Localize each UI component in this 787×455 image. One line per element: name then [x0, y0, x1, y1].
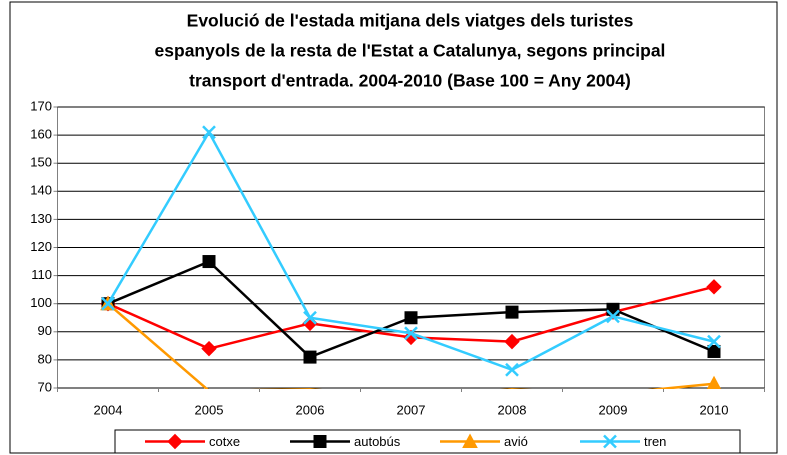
y-tick-label: 170 — [30, 98, 52, 113]
y-tick-label: 80 — [38, 351, 52, 366]
y-tick-label: 130 — [30, 211, 52, 226]
legend-label: autobús — [354, 434, 401, 449]
x-tick-label: 2009 — [599, 402, 628, 417]
marker — [202, 255, 216, 269]
legend — [114, 429, 741, 454]
marker — [201, 340, 217, 357]
chart-title: Evolució de l'estada mitjana dels viatge… — [187, 11, 634, 31]
y-tick-label: 110 — [31, 267, 52, 282]
marker — [707, 344, 721, 358]
legend-label: avió — [504, 434, 528, 449]
x-tick-label: 2007 — [397, 402, 426, 417]
x-tick-label: 2006 — [296, 402, 325, 417]
chart-title: espanyols de la resta de l'Estat a Catal… — [155, 41, 666, 61]
y-tick-label: 160 — [30, 127, 52, 142]
marker — [101, 296, 115, 311]
legend-marker — [462, 433, 478, 448]
series-group — [100, 125, 722, 389]
marker — [505, 362, 519, 377]
marker — [505, 305, 519, 319]
marker — [303, 310, 317, 325]
marker — [404, 326, 418, 341]
x-tick-label: 2005 — [195, 402, 224, 417]
marker — [706, 279, 722, 295]
chart-border — [9, 1, 778, 454]
legend-label: cotxe — [209, 434, 240, 449]
legend-marker — [167, 433, 183, 450]
marker — [202, 125, 216, 140]
marker — [706, 375, 722, 389]
legend-marker — [313, 435, 327, 448]
marker — [504, 333, 520, 350]
marker — [707, 334, 721, 349]
marker — [606, 309, 620, 324]
y-tick-label: 100 — [30, 295, 52, 310]
y-tick-label: 90 — [38, 323, 52, 338]
x-tick-label: 2008 — [498, 402, 527, 417]
marker — [404, 311, 418, 325]
legend-marker — [603, 434, 617, 449]
chart-title: transport d'entrada. 2004-2010 (Base 100… — [189, 71, 631, 91]
y-tick-label: 70 — [38, 379, 52, 394]
x-tick-label: 2010 — [700, 402, 729, 417]
y-tick-label: 150 — [30, 155, 52, 170]
y-tick-label: 120 — [30, 239, 52, 254]
legend-label: tren — [644, 434, 666, 449]
y-tick-label: 140 — [30, 183, 52, 198]
marker — [303, 350, 317, 364]
x-tick-label: 2004 — [94, 402, 123, 417]
